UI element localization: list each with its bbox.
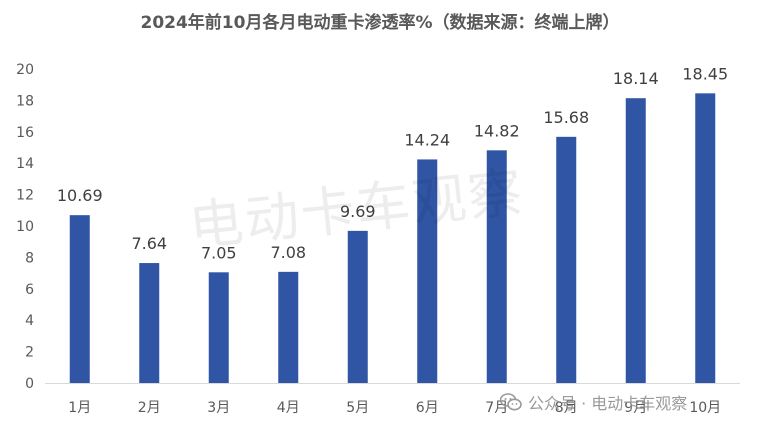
bar <box>695 93 716 384</box>
x-tick-label: 10月 <box>689 400 721 416</box>
y-tick-label: 10 <box>16 219 34 235</box>
bar <box>625 98 646 384</box>
chart-title: 2024年前10月各月电动重卡渗透率%（数据来源：终端上牌） <box>140 13 620 33</box>
bar <box>417 159 438 383</box>
bar <box>556 136 577 383</box>
x-tick-label: 3月 <box>207 400 230 416</box>
y-tick-label: 2 <box>25 345 34 361</box>
data-label: 14.82 <box>474 121 520 140</box>
bar <box>69 215 90 383</box>
bar <box>347 230 368 383</box>
y-tick-label: 20 <box>16 62 34 78</box>
y-tick-label: 14 <box>16 156 34 172</box>
y-tick-label: 4 <box>25 313 34 329</box>
y-tick-label: 0 <box>25 376 34 392</box>
data-label: 18.14 <box>613 69 659 88</box>
bar <box>486 150 507 383</box>
data-label: 15.68 <box>543 108 589 127</box>
x-tick-label: 2月 <box>138 400 161 416</box>
data-label: 7.08 <box>270 243 306 262</box>
bar <box>208 272 229 383</box>
y-tick-label: 12 <box>16 188 34 204</box>
x-tick-label: 9月 <box>624 400 647 416</box>
data-label: 18.45 <box>682 64 728 83</box>
bar <box>139 263 160 383</box>
y-tick-label: 18 <box>16 93 34 109</box>
y-tick-label: 8 <box>25 250 34 266</box>
data-label: 7.64 <box>131 234 167 253</box>
watermark-footer: 公众号 · 电动卡车观察 <box>500 390 687 414</box>
data-label: 9.69 <box>340 202 376 221</box>
x-tick-label: 8月 <box>555 400 578 416</box>
x-tick-label: 1月 <box>68 400 91 416</box>
x-tick-label: 6月 <box>416 400 439 416</box>
x-tick-label: 4月 <box>277 400 300 416</box>
data-label: 10.69 <box>57 186 103 205</box>
watermark-footer-text: 公众号 · 电动卡车观察 <box>528 394 688 413</box>
x-tick-label: 5月 <box>346 400 369 416</box>
bar <box>278 271 299 383</box>
data-label: 14.24 <box>404 130 450 149</box>
wechat-icon <box>500 393 522 411</box>
y-tick-label: 16 <box>16 125 34 141</box>
y-tick-label: 6 <box>25 282 34 298</box>
data-label: 7.05 <box>201 243 237 262</box>
